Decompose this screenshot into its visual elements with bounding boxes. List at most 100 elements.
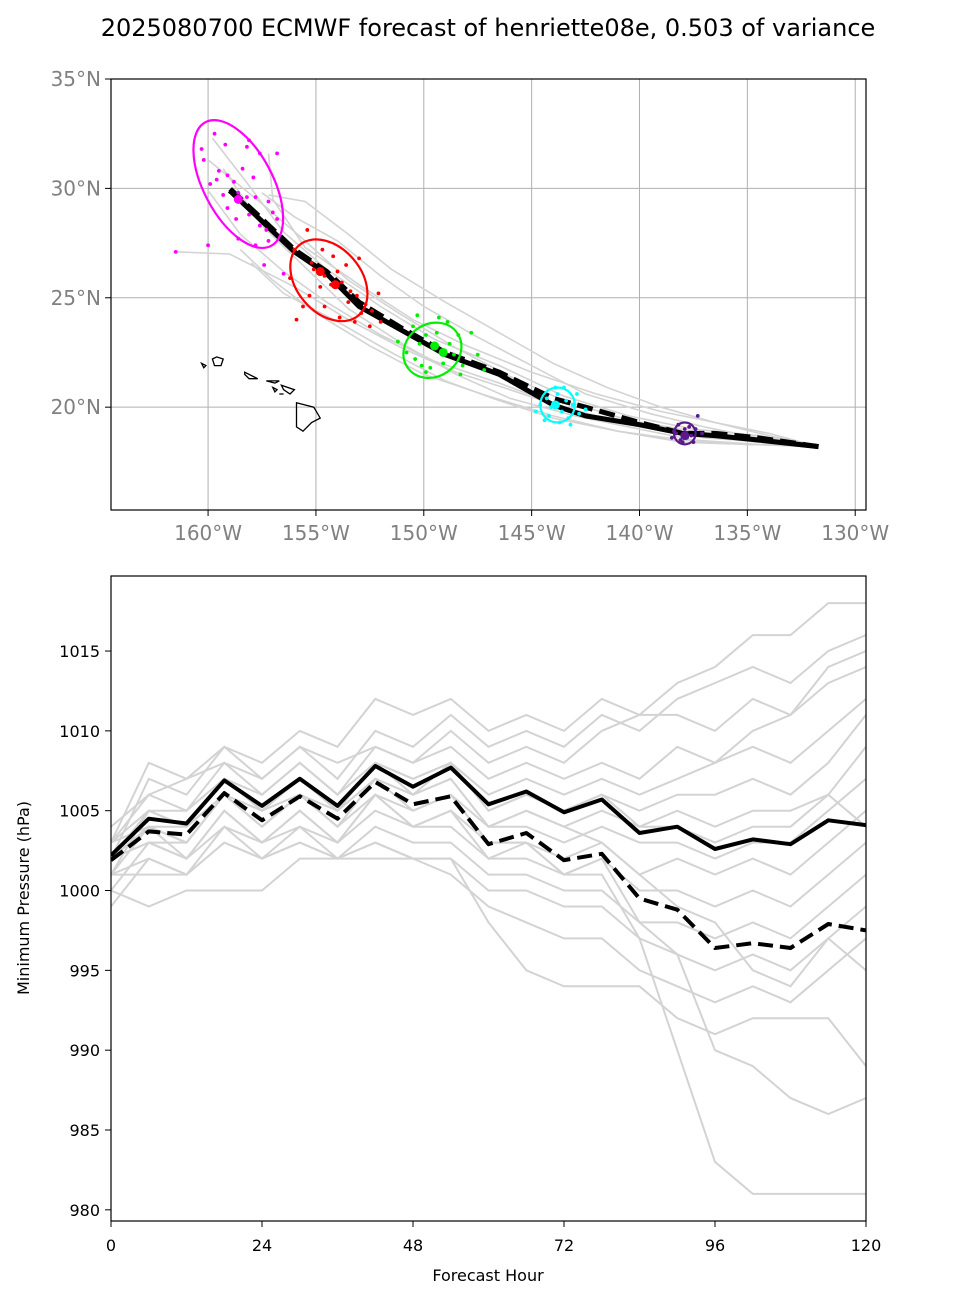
day3-member-point (404, 350, 409, 355)
day1-member-point (223, 142, 228, 147)
day3-member-point (415, 313, 420, 318)
day3-member-point (419, 363, 424, 368)
x-tick-label: 96 (705, 1236, 725, 1255)
day1-member-point (236, 190, 241, 195)
day1-member-point (206, 243, 210, 248)
day2-member-point (311, 267, 316, 272)
island-outline (211, 356, 225, 367)
day3-member-point (413, 357, 418, 361)
day1-member-point (245, 195, 249, 200)
map-y-tick-label: 25°N (51, 286, 101, 310)
day2-member-point (337, 315, 342, 320)
day2-member-point (348, 289, 353, 294)
day1-member-point (214, 177, 219, 182)
day4-member-point (575, 392, 579, 396)
pressure-background (111, 576, 866, 1221)
member-pressure-line (111, 857, 866, 1004)
day1-member-point (173, 249, 178, 254)
day1-member-point (264, 228, 269, 232)
day1-member-point (225, 173, 230, 178)
island-outline (295, 401, 322, 433)
day2-member-point (301, 304, 305, 309)
control-track (227, 186, 819, 450)
day3-uncertainty-ellipse (402, 321, 463, 380)
day4-member-point (544, 396, 549, 401)
y-tick-label: 1000 (59, 882, 100, 901)
day3-member-point (417, 341, 422, 346)
day2-member-point (335, 269, 340, 274)
day1-member-point (225, 206, 230, 210)
mean-position-marker (550, 400, 560, 410)
day1-member-point (270, 210, 275, 215)
day1-member-point (212, 131, 217, 136)
day1-member-point (208, 182, 213, 186)
map-y-tick-label: 30°N (51, 176, 101, 200)
mean-pressure-line (111, 764, 866, 857)
day1-member-point (257, 223, 262, 228)
day1-member-point (199, 147, 204, 151)
ensemble-track (261, 192, 819, 448)
hawaii-coastline (200, 356, 322, 433)
day1-member-point (275, 217, 279, 221)
map-tick-labels: 160°W 155°W 150°W 145°W 140°W 135°W 130°W 20°N 2… (51, 67, 890, 545)
map-y-tick-label: 35°N (51, 67, 101, 91)
day5-uncertainty-ellipse (672, 421, 697, 446)
day1-member-point (251, 175, 256, 180)
ensemble-track (222, 168, 819, 448)
day4-uncertainty-ellipse (539, 386, 576, 424)
day2-member-point (357, 256, 361, 261)
member-pressure-line (111, 825, 866, 940)
day2-member-point (344, 263, 349, 267)
day2-member-point (305, 228, 310, 232)
day1-member-point (262, 263, 267, 267)
day1-member-point (275, 151, 279, 156)
day4-member-point (547, 414, 551, 418)
pressure-frame (110, 575, 867, 1222)
y-axis-label: Minimum Pressure (hPa) (14, 801, 33, 995)
day3-member-point (428, 365, 433, 370)
day2-member-point (331, 254, 336, 259)
day4-member-point (583, 407, 588, 412)
day2-member-point (367, 324, 372, 329)
day1-member-point (247, 212, 251, 217)
island-outline (271, 386, 279, 394)
mean-position-marker (315, 267, 325, 277)
day3-member-point (445, 319, 450, 324)
member-pressure-line (111, 793, 866, 1116)
day5-member-point (695, 414, 700, 418)
pressure-panel: 0 24 48 72 96 120 980 985 990 995 1000 1005 1010 1015… (14, 575, 881, 1285)
day2-uncertainty-ellipse (289, 238, 369, 323)
map-x-tick-label: 155°W (282, 521, 350, 545)
day1-member-point (216, 168, 221, 173)
day4-member-point (564, 398, 569, 403)
day2-member-point (352, 319, 357, 324)
day4-member-point (534, 409, 538, 414)
ensemble-track (268, 194, 819, 448)
x-tick-label: 72 (554, 1236, 574, 1255)
day1-member-point (266, 199, 271, 204)
day1-member-point (234, 217, 239, 221)
control-pressure-line (111, 780, 866, 950)
day3-member-point (424, 370, 428, 375)
day2-member-point (376, 291, 381, 296)
day2-member-point (355, 293, 359, 298)
y-tick-label: 985 (69, 1121, 100, 1140)
y-tick-label: 980 (69, 1201, 100, 1220)
day5-member-point (682, 427, 687, 431)
uncertainty-ellipses (192, 119, 697, 446)
day5-member-point (700, 431, 704, 436)
day3-member-point (447, 341, 452, 346)
figure-title: 2025080700 ECMWF forecast of henriette08… (101, 14, 876, 42)
map-content (173, 119, 819, 450)
mean-position-marker (233, 194, 243, 204)
member-pressure-line (111, 602, 866, 844)
day3-member-point (411, 324, 415, 329)
day2-member-point (318, 284, 323, 289)
day5-member-point (669, 435, 674, 440)
day5-member-point (687, 424, 692, 429)
ensemble-track (211, 137, 819, 448)
day2-member-point (378, 319, 383, 324)
member-pressure-line (111, 698, 866, 860)
day1-uncertainty-ellipse (192, 119, 285, 250)
